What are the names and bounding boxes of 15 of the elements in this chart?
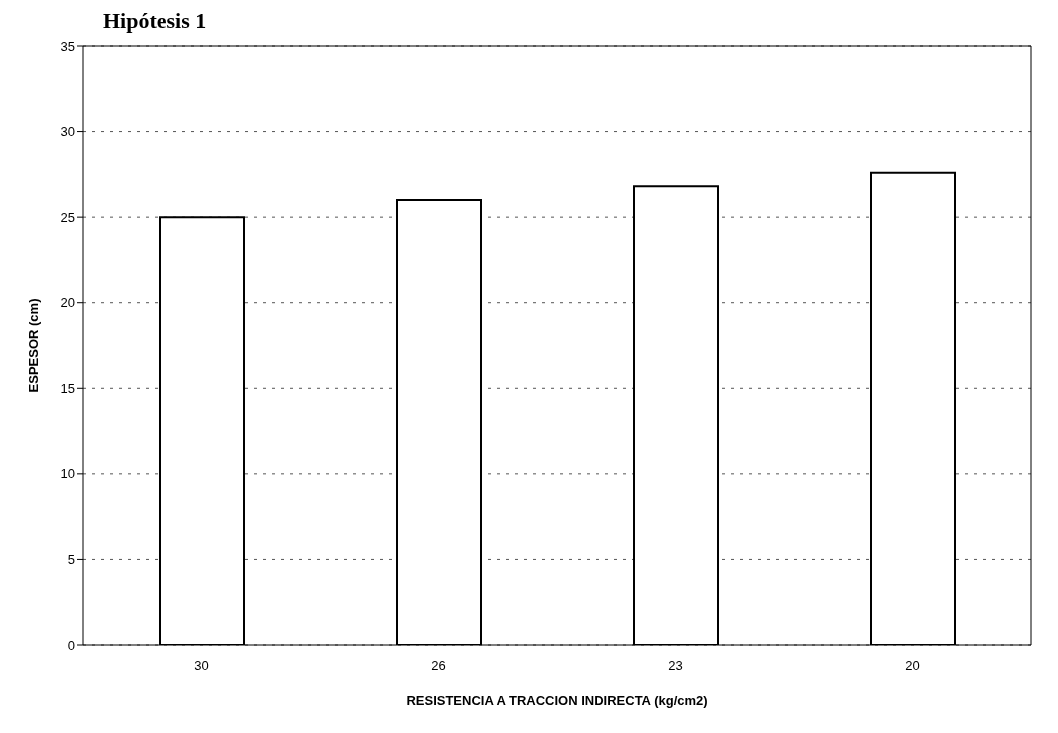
y-tick-label: 5 [67,552,75,568]
x-tick-label: 20 [905,658,920,674]
y-tick-label: 15 [60,380,75,396]
x-tick-label: 23 [668,658,683,674]
y-tick-label: 10 [60,466,75,482]
y-axis-title: ESPESOR (cm) [25,298,41,393]
x-tick-label: 26 [431,658,446,674]
y-tick-label: 35 [60,38,75,54]
x-tick-label: 30 [194,658,209,674]
y-tick-label: 30 [60,124,75,140]
y-tick-label: 20 [60,295,75,311]
y-tick-label: 0 [67,637,75,653]
y-tick-label: 25 [60,209,75,225]
x-axis-title: RESISTENCIA A TRACCION INDIRECTA (kg/cm2) [406,693,708,708]
chart-title: Hipótesis 1 [103,8,207,34]
